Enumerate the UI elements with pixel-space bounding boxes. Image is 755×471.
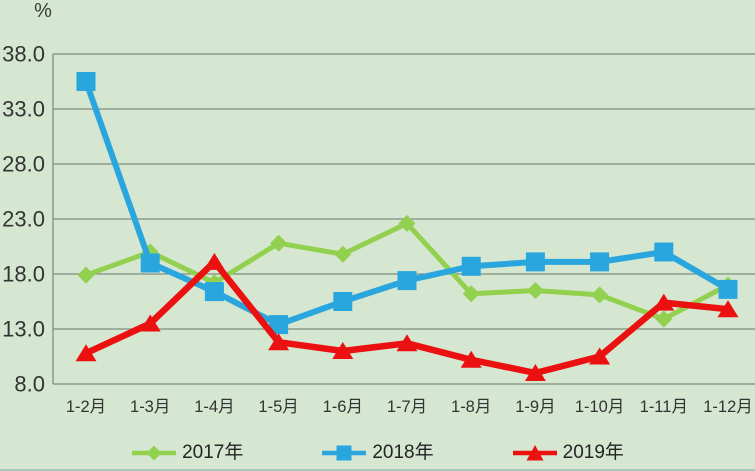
y-axis-label: 38.0 bbox=[2, 42, 45, 67]
diamond-marker bbox=[77, 266, 95, 284]
square-marker bbox=[76, 72, 96, 91]
x-axis-label: 1-7月 bbox=[387, 398, 427, 416]
legend-diamond-marker-icon bbox=[132, 445, 177, 461]
square-marker bbox=[718, 279, 738, 299]
legend-square bbox=[336, 445, 352, 461]
y-axis-label: 28.0 bbox=[2, 152, 45, 177]
triangle-marker bbox=[396, 334, 418, 352]
square-marker bbox=[204, 282, 224, 302]
legend-square-marker-icon bbox=[322, 445, 367, 461]
x-axis-label: 1-2月 bbox=[66, 398, 106, 416]
diamond-marker bbox=[334, 245, 352, 263]
x-axis-label: 1-4月 bbox=[194, 398, 234, 416]
legend: 2017年 2018年 2019年 bbox=[0, 440, 755, 466]
x-axis-label: 1-11月 bbox=[640, 398, 688, 416]
series-2019年 bbox=[75, 252, 739, 381]
x-axis-label: 1-5月 bbox=[258, 398, 298, 416]
diamond-marker bbox=[270, 234, 288, 252]
diamond-marker bbox=[591, 286, 609, 304]
bottom-border bbox=[0, 469, 755, 471]
legend-item-2018年: 2018年 bbox=[321, 440, 434, 466]
triangle-marker bbox=[653, 293, 675, 311]
triangle-marker bbox=[268, 333, 290, 351]
y-axis-label: 8.0 bbox=[14, 372, 45, 397]
square-marker bbox=[333, 292, 353, 311]
triangle-marker bbox=[203, 252, 225, 270]
x-axis-label: 1-8月 bbox=[451, 398, 491, 416]
legend-diamond bbox=[146, 445, 162, 461]
legend-label: 2019年 bbox=[562, 442, 624, 463]
triangle-marker bbox=[75, 344, 97, 362]
diamond-marker bbox=[655, 310, 673, 328]
legend-triangle-marker-icon bbox=[512, 445, 557, 461]
triangle-marker bbox=[139, 314, 161, 332]
square-marker bbox=[397, 271, 417, 291]
diamond-marker bbox=[462, 285, 480, 303]
triangle-marker bbox=[460, 350, 482, 368]
triangle-marker bbox=[717, 300, 739, 318]
x-axis-label: 1-9月 bbox=[515, 398, 555, 416]
square-marker bbox=[140, 253, 160, 273]
square-marker bbox=[269, 315, 289, 335]
legend-label: 2017年 bbox=[182, 442, 244, 463]
legend-item-2017年: 2017年 bbox=[131, 440, 243, 466]
square-marker bbox=[654, 242, 674, 262]
square-marker bbox=[525, 252, 545, 272]
legend-item-2019年: 2019年 bbox=[512, 440, 624, 466]
x-axis-label: 1-10月 bbox=[575, 398, 625, 416]
square-marker bbox=[461, 256, 481, 276]
y-axis-label: 33.0 bbox=[2, 97, 45, 122]
y-axis-label: 13.0 bbox=[2, 317, 45, 342]
triangle-marker bbox=[589, 347, 611, 365]
x-axis-label: 1-12月 bbox=[703, 398, 753, 416]
triangle-marker bbox=[332, 342, 354, 359]
triangle-marker bbox=[524, 364, 546, 381]
legend-triangle bbox=[526, 445, 544, 461]
diamond-marker bbox=[398, 214, 416, 232]
diamond-marker bbox=[526, 282, 544, 299]
y-axis-label: 23.0 bbox=[2, 207, 45, 232]
square-marker bbox=[590, 252, 610, 272]
y-axis-unit-label: % bbox=[34, 0, 52, 22]
y-axis-label: 18.0 bbox=[2, 262, 45, 287]
x-axis-label: 1-3月 bbox=[130, 398, 170, 416]
legend-label: 2018年 bbox=[372, 442, 434, 463]
x-axis-label: 1-6月 bbox=[323, 398, 363, 416]
